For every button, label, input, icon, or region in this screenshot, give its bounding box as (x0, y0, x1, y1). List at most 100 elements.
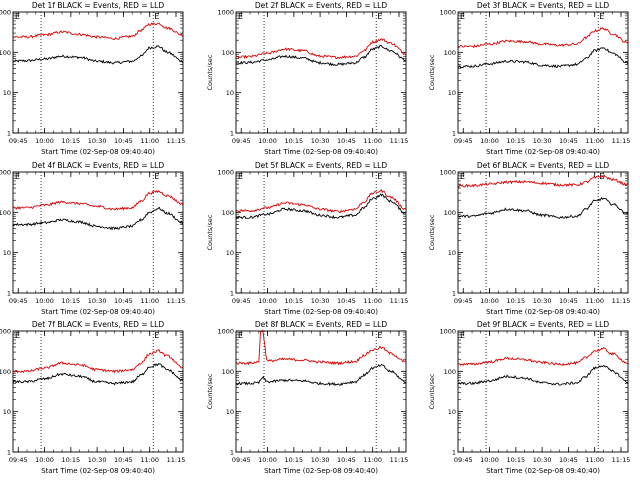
chart-panel-9: Det 9f BLACK = Events, RED = LLD Counts/s… (428, 320, 630, 475)
plot-frame (12, 11, 184, 134)
y-tick-label: 1 (230, 449, 234, 457)
event-marker-label: E (377, 12, 382, 21)
y-axis-label: Counts/sec (206, 54, 214, 90)
y-tick-label: 1 (7, 130, 11, 138)
y-tick-label: 10 (448, 408, 456, 416)
series-line-lld (235, 188, 407, 213)
chart-panel-8: Det 8f BLACK = Events, RED = LLD Counts/s… (206, 320, 408, 475)
x-tick-label: 10:15 (284, 137, 303, 145)
chart-title: Det 6f BLACK = Events, RED = LLD (477, 161, 610, 170)
x-tick-label: 10:45 (337, 297, 356, 305)
chart-panel-4: Det 4f BLACK = Events, RED = LLDCounts/s… (0, 161, 185, 316)
y-tick-label: 1000 (0, 9, 11, 17)
y-tick-label: 10 (3, 408, 11, 416)
series-line-events (12, 45, 184, 65)
x-tick-label: 10:30 (533, 297, 552, 305)
series-line-events (457, 47, 629, 69)
x-axis-label: Start Time (02-Sep-08 09:40:40) (486, 467, 600, 475)
event-marker-label: E (154, 12, 159, 21)
x-tick-label: 11:00 (585, 456, 604, 464)
x-tick-label: 10:00 (480, 456, 499, 464)
x-tick-label: 10:45 (114, 456, 133, 464)
x-tick-label: 11:00 (585, 297, 604, 305)
y-tick-label: 1 (452, 130, 456, 138)
event-marker-label: E (154, 331, 159, 340)
x-tick-label: 10:45 (337, 456, 356, 464)
x-tick-label: 11:00 (363, 137, 382, 145)
x-tick-label: 10:45 (337, 137, 356, 145)
event-marker-label: E (15, 172, 20, 181)
y-tick-label: 100 (444, 368, 456, 376)
y-tick-label: 1000 (217, 9, 234, 17)
x-tick-label: 11:00 (363, 456, 382, 464)
plot-frame (457, 11, 629, 134)
x-axis-label: Start Time (02-Sep-08 09:40:40) (41, 467, 155, 475)
x-tick-label: 10:30 (533, 137, 552, 145)
series-line-events (12, 206, 184, 231)
plot-frame (235, 330, 407, 453)
x-tick-label: 10:00 (35, 456, 54, 464)
plot-frame (235, 171, 407, 294)
y-axis-label: Counts/sec (206, 373, 214, 409)
y-tick-label: 1 (7, 449, 11, 457)
y-tick-label: 100 (222, 368, 234, 376)
x-tick-label: 10:45 (114, 297, 133, 305)
series-line-events (235, 363, 407, 387)
x-tick-label: 11:00 (140, 297, 159, 305)
y-axis-label: Counts/sec (206, 214, 214, 250)
event-marker-label: E (15, 331, 20, 340)
event-marker-label: E (377, 172, 382, 181)
event-marker-label: E (238, 172, 243, 181)
x-axis-label: Start Time (02-Sep-08 09:40:40) (264, 148, 378, 156)
x-tick-label: 11:00 (363, 297, 382, 305)
x-axis-label: Start Time (02-Sep-08 09:40:40) (264, 308, 378, 316)
chart-panel-6: Det 6f BLACK = Events, RED = LLD Counts/s… (428, 161, 630, 316)
chart-panel-1: Det 1f BLACK = Events, RED = LLDCounts/s… (0, 1, 185, 156)
x-axis-label: Start Time (02-Sep-08 09:40:40) (264, 467, 378, 475)
x-tick-label: 10:30 (533, 456, 552, 464)
x-tick-label: 11:00 (585, 137, 604, 145)
chart-panel-2: Det 2f BLACK = Events, RED = LLD Counts/s… (206, 1, 408, 156)
x-tick-label: 10:15 (61, 456, 80, 464)
series-line-events (457, 196, 629, 219)
y-tick-label: 10 (226, 408, 234, 416)
series-line-lld (12, 349, 184, 374)
x-tick-label: 10:00 (258, 297, 277, 305)
x-tick-label: 10:30 (88, 137, 107, 145)
x-tick-label: 11:00 (140, 456, 159, 464)
series-line-events (12, 363, 184, 386)
x-tick-label: 10:45 (559, 297, 578, 305)
y-tick-label: 1000 (217, 328, 234, 336)
y-tick-label: 100 (0, 209, 11, 217)
chart-title: Det 9f BLACK = Events, RED = LLD (477, 320, 610, 329)
y-axis-label: Counts/sec (428, 214, 436, 250)
x-tick-label: 10:15 (506, 456, 525, 464)
y-tick-label: 100 (222, 209, 234, 217)
series-line-events (235, 44, 407, 67)
y-tick-label: 1000 (217, 169, 234, 177)
x-tick-label: 09:45 (9, 297, 28, 305)
x-tick-label: 11:15 (612, 297, 631, 305)
chart-title: Det 4f BLACK = Events, RED = LLD (32, 161, 165, 170)
y-tick-label: 10 (3, 249, 11, 257)
x-tick-label: 10:45 (559, 137, 578, 145)
series-line-lld (12, 22, 184, 41)
y-tick-label: 1000 (439, 9, 456, 17)
chart-title: Det 8f BLACK = Events, RED = LLD (255, 320, 388, 329)
y-tick-label: 100 (222, 49, 234, 57)
y-tick-label: 1 (452, 290, 456, 298)
x-tick-label: 11:15 (167, 456, 186, 464)
y-axis-label: Counts/sec (428, 54, 436, 90)
x-tick-label: 10:00 (480, 297, 499, 305)
x-tick-label: 11:15 (612, 137, 631, 145)
x-tick-label: 10:15 (61, 137, 80, 145)
chart-title: Det 1f BLACK = Events, RED = LLD (32, 1, 165, 10)
x-tick-label: 10:00 (258, 456, 277, 464)
x-tick-label: 10:00 (480, 137, 499, 145)
series-line-lld (457, 174, 628, 188)
x-tick-label: 11:15 (612, 456, 631, 464)
chart-title: Det 2f BLACK = Events, RED = LLD (255, 1, 388, 10)
y-tick-label: 1000 (439, 328, 456, 336)
x-tick-label: 10:30 (88, 456, 107, 464)
series-line-lld (457, 27, 629, 49)
